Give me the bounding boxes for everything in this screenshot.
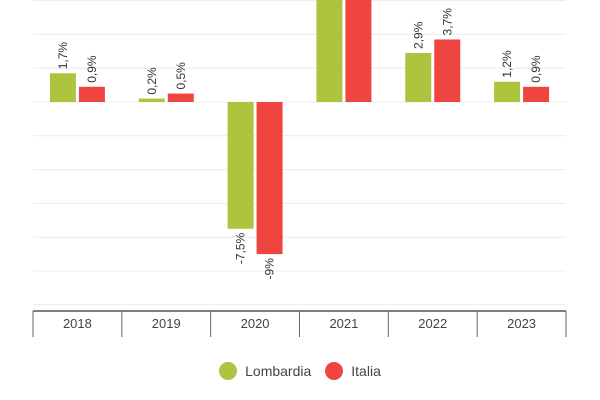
legend-label-italia: Italia — [351, 363, 381, 379]
data-label: 0,2% — [145, 67, 159, 95]
legend-item-italia[interactable]: Italia — [325, 362, 381, 380]
legend: Lombardia Italia — [0, 362, 600, 380]
x-tick-label: 2022 — [418, 316, 447, 331]
x-tick-label: 2021 — [329, 316, 358, 331]
data-label: -7,5% — [234, 232, 248, 264]
legend-swatch-italia — [325, 362, 344, 380]
x-tick-label: 2020 — [241, 316, 270, 331]
data-label: 0,9% — [529, 55, 543, 83]
bar-lombardia-2022 — [405, 52, 432, 102]
bar-italia-2021 — [345, 0, 372, 102]
bar-lombardia-2019 — [138, 98, 165, 102]
x-tick-label: 2018 — [63, 316, 92, 331]
x-tick-label: 2019 — [152, 316, 181, 331]
data-label: 0,9% — [85, 55, 99, 83]
bar-italia-2018 — [78, 86, 105, 102]
data-label: 1,7% — [56, 42, 70, 70]
x-tick-label: 2023 — [507, 316, 536, 331]
data-label: 0,5% — [174, 62, 188, 90]
bar-italia-2023 — [523, 86, 550, 102]
legend-swatch-lombardia — [219, 362, 238, 380]
bar-italia-2020 — [256, 102, 283, 255]
bar-lombardia-2021 — [316, 0, 343, 102]
bar-lombardia-2023 — [494, 81, 521, 102]
bar-lombardia-2018 — [49, 73, 76, 102]
data-label: -9% — [263, 258, 277, 280]
bar-chart: 1,7% 0,9% 2018 0,2% 0,5% 2019 -7,5% -9% 2020 2021… — [32, 0, 567, 337]
bar-italia-2019 — [167, 93, 194, 102]
data-label: 2,9% — [411, 21, 425, 49]
bar-lombardia-2020 — [227, 102, 254, 229]
legend-label-lombardia: Lombardia — [245, 363, 312, 379]
legend-item-lombardia[interactable]: Lombardia — [219, 362, 311, 380]
data-label: 1,2% — [500, 50, 514, 78]
data-label: 3,7% — [440, 8, 454, 36]
bar-italia-2022 — [434, 39, 461, 102]
